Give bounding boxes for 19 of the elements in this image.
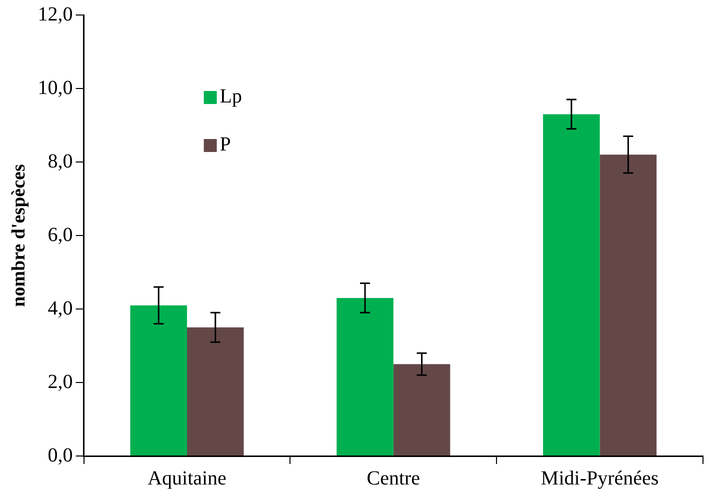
y-axis-title: nombre d'espèces (8, 164, 30, 307)
y-tick-label: 0,0 (48, 444, 73, 466)
x-tick-label: Centre (366, 467, 420, 490)
bar (393, 364, 450, 456)
x-tick-label: Midi-Pyrénées (540, 467, 659, 490)
legend-label: P (220, 133, 231, 156)
y-tick-label: 10,0 (38, 76, 73, 99)
legend-label: Lp (220, 85, 242, 108)
y-tick-label: 6,0 (48, 224, 73, 246)
y-tick-label: 8,0 (48, 150, 73, 172)
bar (543, 114, 600, 456)
bar (600, 154, 657, 456)
y-tick-label: 2,0 (48, 370, 73, 393)
y-tick-label: 12,0 (38, 3, 73, 26)
bar (336, 298, 394, 456)
y-tick-label: 4,0 (48, 297, 73, 320)
x-tick-label: Aquitaine (148, 467, 227, 490)
bar (187, 327, 244, 456)
bar (130, 305, 187, 456)
